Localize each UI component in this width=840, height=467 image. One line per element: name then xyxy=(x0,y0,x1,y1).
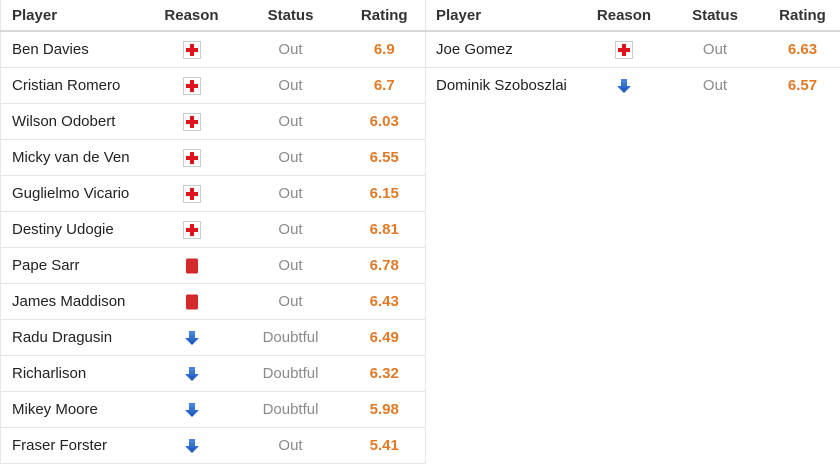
status: Out xyxy=(237,211,344,248)
rating: 6.63 xyxy=(765,31,840,68)
injury-icon xyxy=(183,149,201,167)
injury-table: Player Reason Status Rating Joe Gomez Out… xyxy=(425,0,840,103)
rating: 6.9 xyxy=(343,31,426,68)
injury-icon xyxy=(183,221,201,239)
header: Status xyxy=(237,0,344,32)
player: Destiny Udogie xyxy=(0,211,146,248)
player: James Maddison xyxy=(0,283,146,320)
injury-icon xyxy=(183,41,201,59)
rating: 6.49 xyxy=(343,319,426,356)
header: Status xyxy=(665,0,765,32)
player: Dominik Szoboszlai xyxy=(436,77,567,94)
player: Joe Gomez xyxy=(425,31,583,68)
status: Doubtful xyxy=(237,319,344,356)
other-icon xyxy=(183,329,201,347)
player: Guglielmo Vicario xyxy=(0,175,146,212)
header-row: Player Reason Status Rating xyxy=(0,0,426,32)
player: Wilson Odobert xyxy=(0,103,146,140)
row: Guglielmo Vicario Out 6.15 xyxy=(0,175,426,212)
player: Micky van de Ven xyxy=(0,139,146,176)
header-row: Player Reason Status Rating xyxy=(425,0,840,32)
row: Dominik Szoboszlai Out 6.57 xyxy=(425,68,840,104)
status: Out xyxy=(237,283,344,320)
rating: 6.57 xyxy=(787,77,818,94)
status: Doubtful xyxy=(237,355,344,392)
status: Out xyxy=(237,31,344,68)
status: Out xyxy=(237,103,344,140)
status: Out xyxy=(237,175,344,212)
status: Out xyxy=(665,31,765,68)
injury-icon xyxy=(183,185,201,203)
rating: 6.43 xyxy=(343,283,426,320)
rating: 6.81 xyxy=(343,211,426,248)
player: Richarlison xyxy=(0,355,146,392)
player: Fraser Forster xyxy=(0,427,146,464)
header: Reason xyxy=(583,0,665,32)
header: Player xyxy=(425,0,583,32)
injury-icon xyxy=(615,41,633,59)
rating: 5.98 xyxy=(343,391,426,428)
row: Cristian Romero Out 6.7 xyxy=(0,67,426,104)
status: Out xyxy=(237,247,344,284)
row: Richarlison Doubtful 6.32 xyxy=(0,355,426,392)
rating: 6.32 xyxy=(343,355,426,392)
row: Ben Davies Out 6.9 xyxy=(0,31,426,68)
rating: 6.15 xyxy=(343,175,426,212)
other-icon xyxy=(183,437,201,455)
injury-icon xyxy=(183,113,201,131)
rating: 6.55 xyxy=(343,139,426,176)
player: Ben Davies xyxy=(0,31,146,68)
other-icon xyxy=(615,77,633,95)
header: Rating xyxy=(343,0,426,32)
row: Radu Dragusin Doubtful 6.49 xyxy=(0,319,426,356)
status: Doubtful xyxy=(237,391,344,428)
player: Cristian Romero xyxy=(0,67,146,104)
row: Micky van de Ven Out 6.55 xyxy=(0,139,426,176)
red-card-icon xyxy=(183,293,201,311)
player: Pape Sarr xyxy=(0,247,146,284)
status: Out xyxy=(702,77,728,94)
row: Destiny Udogie Out 6.81 xyxy=(0,211,426,248)
status: Out xyxy=(237,139,344,176)
row: Mikey Moore Doubtful 5.98 xyxy=(0,391,426,428)
header: Player xyxy=(0,0,146,32)
rating: 6.7 xyxy=(343,67,426,104)
row: James Maddison Out 6.43 xyxy=(0,283,426,320)
row: Wilson Odobert Out 6.03 xyxy=(0,103,426,140)
row: Pape Sarr Out 6.78 xyxy=(0,247,426,284)
injury-table: Player Reason Status Rating Ben Davies Ou… xyxy=(0,0,426,464)
rating: 6.03 xyxy=(343,103,426,140)
status: Out xyxy=(237,427,344,464)
rating: 5.41 xyxy=(343,427,426,464)
status: Out xyxy=(237,67,344,104)
injury-icon xyxy=(183,77,201,95)
player: Radu Dragusin xyxy=(0,319,146,356)
other-icon xyxy=(183,365,201,383)
row: Fraser Forster Out 5.41 xyxy=(0,427,426,464)
red-card-icon xyxy=(183,257,201,275)
row: Joe Gomez Out 6.63 xyxy=(425,31,840,68)
other-icon xyxy=(183,401,201,419)
header: Reason xyxy=(145,0,238,32)
header: Rating xyxy=(765,0,840,32)
player: Mikey Moore xyxy=(0,391,146,428)
rating: 6.78 xyxy=(343,247,426,284)
